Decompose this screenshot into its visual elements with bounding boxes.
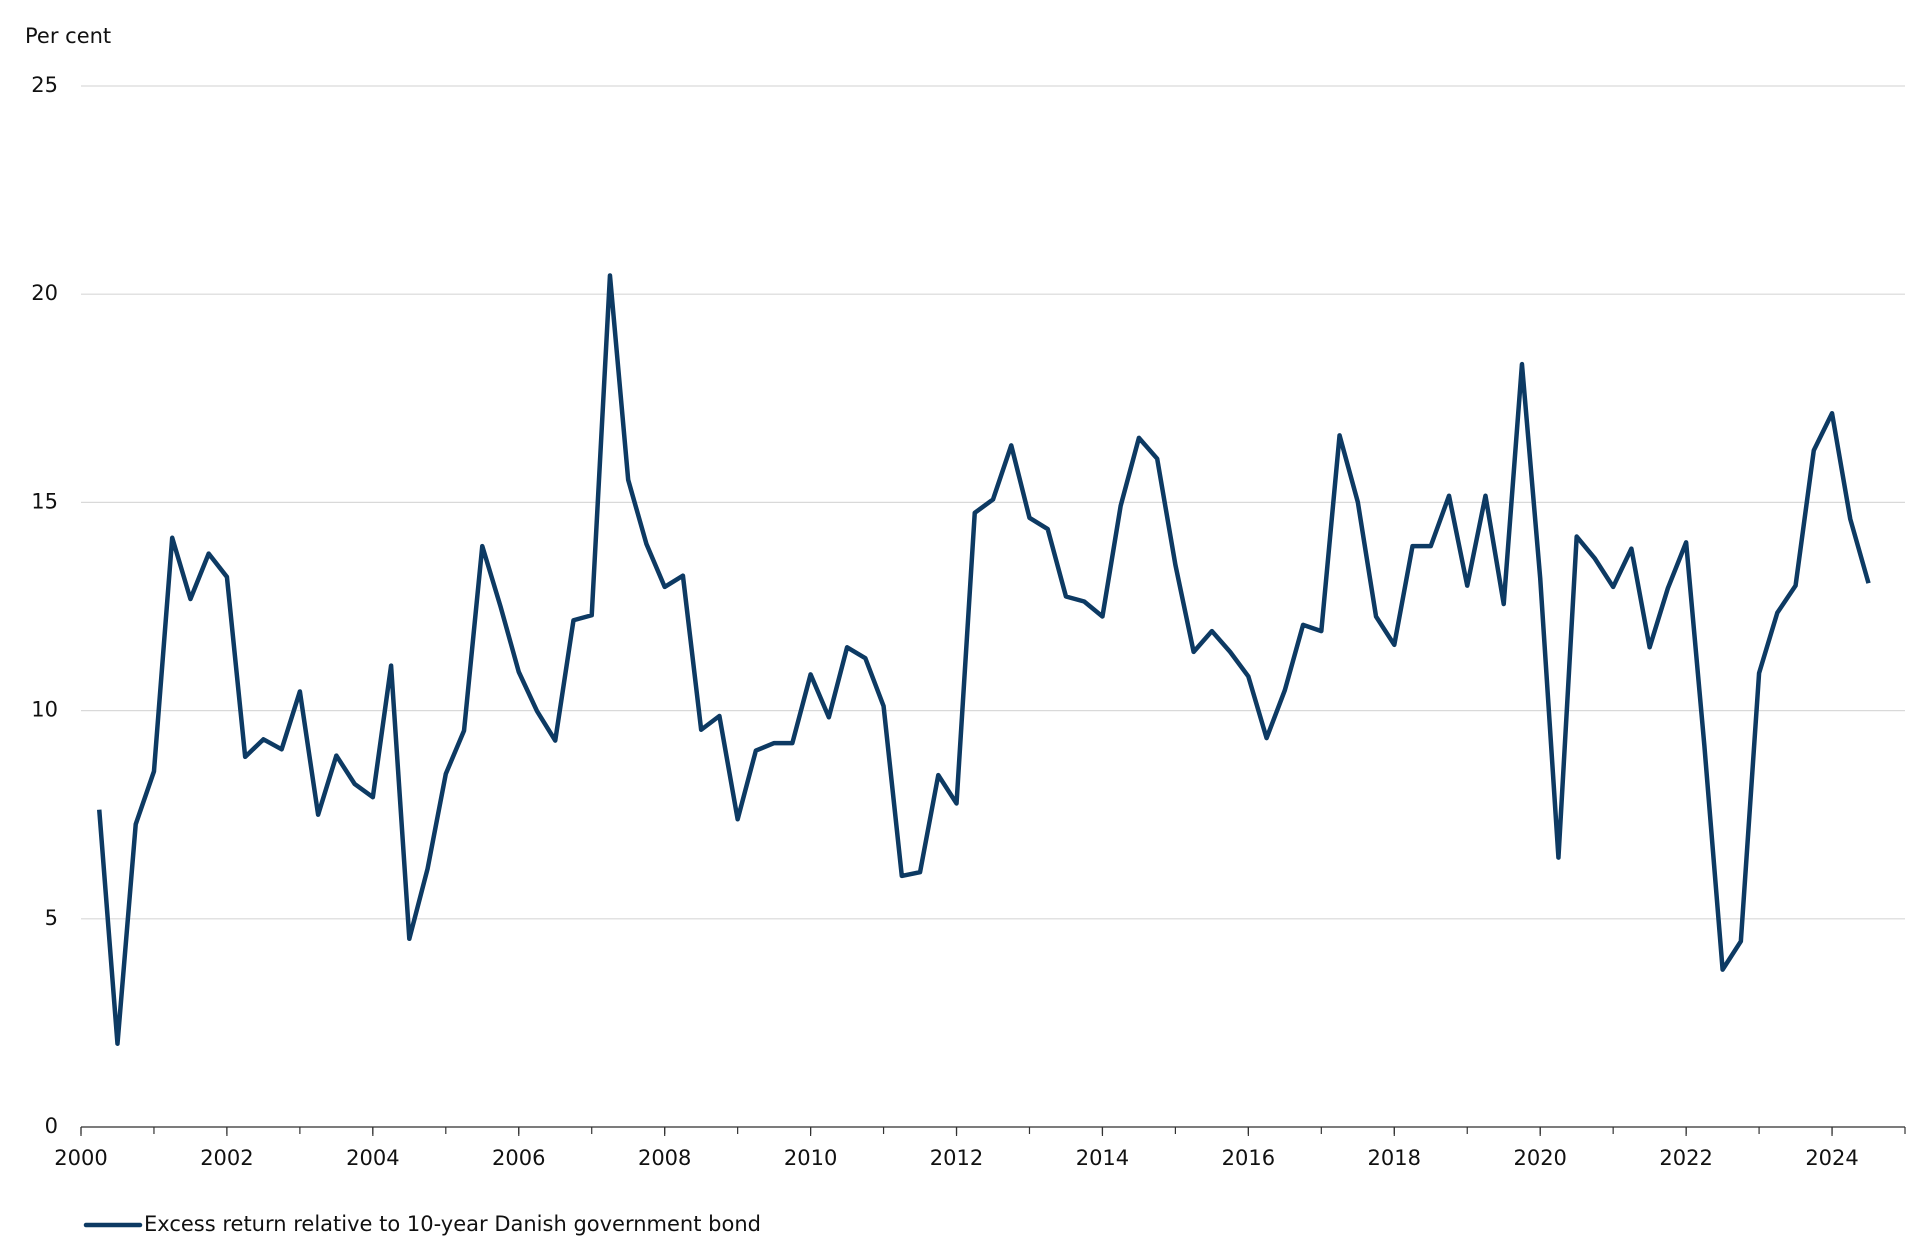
y-tick-label: 15 <box>31 489 58 513</box>
x-tick-label: 2012 <box>930 1146 983 1170</box>
data-line <box>96 273 1871 1046</box>
y-axis-label: Per cent <box>25 24 111 48</box>
x-tick-label: 2020 <box>1513 1146 1566 1170</box>
x-tick-label: 2008 <box>638 1146 691 1170</box>
x-tick-label: 2006 <box>492 1146 545 1170</box>
x-tick-label: 2000 <box>54 1146 107 1170</box>
x-tick-label: 2022 <box>1659 1146 1712 1170</box>
y-tick-label: 25 <box>31 73 58 97</box>
y-tick-label: 0 <box>45 1114 58 1138</box>
y-tick-label: 5 <box>45 906 58 930</box>
x-tick-label: 2014 <box>1076 1146 1129 1170</box>
x-tick-label: 2018 <box>1368 1146 1421 1170</box>
x-tick-label: 2016 <box>1222 1146 1275 1170</box>
x-tick-label: 2010 <box>784 1146 837 1170</box>
x-tick-label: 2024 <box>1805 1146 1858 1170</box>
legend-label: Excess return relative to 10-year Danish… <box>144 1212 761 1236</box>
x-tick-label: 2004 <box>346 1146 399 1170</box>
x-tick-label: 2002 <box>200 1146 253 1170</box>
y-tick-label: 20 <box>31 281 58 305</box>
y-tick-label: 10 <box>31 698 58 722</box>
